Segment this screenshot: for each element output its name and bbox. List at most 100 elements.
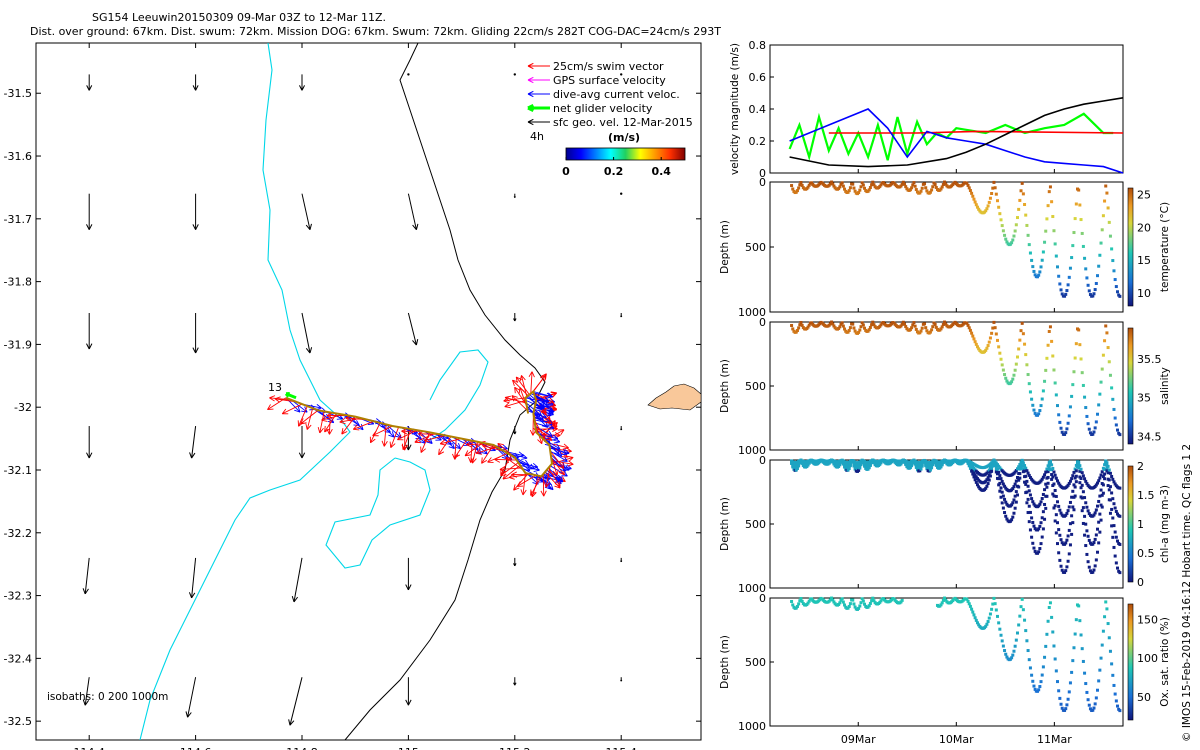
depth-point: [1030, 397, 1034, 401]
depth-point: [799, 320, 803, 324]
depth-point: [1051, 475, 1055, 479]
depth-point: [974, 475, 978, 479]
depth-point: [990, 191, 994, 195]
depth-point: [799, 180, 803, 184]
depth-ytick-label: 1000: [738, 582, 766, 595]
depth-point: [1094, 420, 1098, 424]
depth-point: [1116, 512, 1120, 516]
depth-point: [1099, 656, 1103, 660]
depth-point: [1111, 397, 1115, 401]
depth-point: [1065, 511, 1069, 515]
geo-vector-arrow: [620, 557, 623, 563]
depth-point: [1011, 501, 1015, 505]
depth-point: [1010, 503, 1014, 507]
depth-point: [1038, 524, 1042, 528]
depth-point: [1106, 471, 1110, 475]
depth-ytick-label: 500: [745, 380, 766, 393]
depth-point: [1101, 353, 1105, 357]
depth-point: [1073, 217, 1077, 221]
depth-point: [853, 189, 857, 193]
depth-point: [998, 481, 1002, 485]
depth-point: [1077, 466, 1081, 470]
depth-point: [1080, 231, 1084, 235]
map-axes-frame: [35, 42, 702, 741]
depth-point: [1092, 706, 1096, 710]
depth-point: [1113, 554, 1117, 558]
depth-point: [1040, 397, 1044, 401]
map-ytick-label: -32.3: [4, 590, 32, 603]
depth-point: [1073, 476, 1077, 480]
depth-point: [1088, 293, 1092, 297]
current-vector-arrow: [538, 475, 554, 491]
depth-point: [1033, 549, 1037, 553]
depth-point: [998, 351, 1002, 355]
depth-point: [878, 324, 882, 328]
depth-point: [1028, 475, 1032, 479]
depth-point: [1118, 542, 1122, 546]
depth-point: [1064, 707, 1068, 711]
depth-point: [1101, 629, 1105, 633]
depth-point: [987, 468, 991, 472]
depth-point: [858, 466, 862, 470]
velocity-series-sfc: [789, 97, 1124, 168]
depth-point: [1060, 292, 1064, 296]
depth-point: [1052, 494, 1056, 498]
depth-point: [1025, 479, 1029, 483]
depth-point: [1023, 342, 1027, 346]
swim-vector-arrow: [514, 386, 528, 406]
depth-point: [1068, 266, 1072, 270]
island-ne: [700, 43, 701, 96]
depth-point: [1083, 671, 1087, 675]
depth-point: [797, 326, 801, 330]
depth-point: [1023, 464, 1027, 468]
depth-point: [1052, 229, 1056, 233]
depth-point: [977, 347, 981, 351]
depth-point: [1003, 484, 1007, 488]
depth-point: [991, 602, 995, 606]
depth-point: [794, 330, 798, 334]
depth-point: [1023, 469, 1027, 473]
depth-point: [1024, 629, 1028, 633]
depth-point: [910, 464, 914, 468]
depth-point: [911, 461, 915, 465]
depth-point: [1103, 467, 1107, 471]
depth-point: [1004, 652, 1008, 656]
depth-point: [1020, 181, 1024, 185]
depth-point: [1043, 379, 1047, 383]
depth-point: [1012, 373, 1016, 377]
depth-point: [1026, 373, 1030, 377]
depth-point: [851, 182, 855, 186]
depth-point: [1070, 477, 1074, 481]
depth-point: [1001, 482, 1005, 486]
depth-point: [799, 596, 803, 600]
swim-vector-arrow: [381, 424, 388, 447]
swim-vector-arrow: [470, 441, 478, 464]
colorbar-time-label: 4h: [530, 130, 544, 143]
depth-point: [1093, 288, 1097, 292]
depth-point: [1030, 673, 1034, 677]
depth-point: [1032, 408, 1036, 412]
map-ytick-label: -32: [14, 401, 32, 414]
depth-point: [797, 602, 801, 606]
depth-point: [994, 192, 998, 196]
depth-point: [1113, 530, 1117, 534]
geo-vector-arrow: [513, 73, 516, 76]
velocity-lines: [788, 97, 1124, 174]
depth-point: [1013, 368, 1017, 372]
current-vector-arrow: [549, 444, 568, 455]
depth-point: [913, 184, 917, 188]
depth-point: [923, 182, 927, 186]
depth-point: [1083, 533, 1087, 537]
depth-point: [1008, 657, 1012, 661]
depth-point: [1092, 513, 1096, 517]
depth-point: [1035, 689, 1039, 693]
depth-point: [925, 329, 929, 333]
depth-point: [1004, 500, 1008, 504]
depth-point: [1013, 494, 1017, 498]
depth-point: [918, 331, 922, 335]
swim-vector-arrow: [528, 371, 535, 394]
depth-point: [861, 599, 865, 603]
depth-point: [1064, 431, 1068, 435]
depth-point: [986, 620, 990, 624]
depth-point: [1055, 521, 1059, 525]
